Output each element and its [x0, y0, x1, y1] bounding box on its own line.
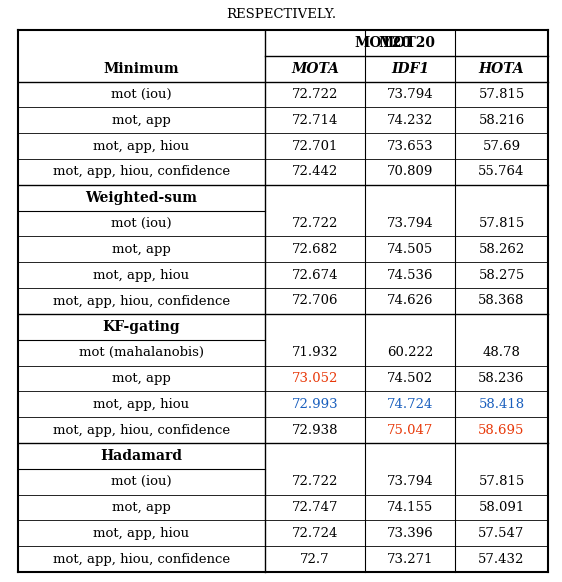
Text: 48.78: 48.78	[483, 346, 520, 359]
Text: 73.794: 73.794	[387, 217, 433, 230]
Text: 57.432: 57.432	[478, 552, 525, 566]
Text: mot, app, hiou, confidence: mot, app, hiou, confidence	[53, 294, 230, 307]
Text: 74.626: 74.626	[387, 294, 433, 307]
Text: 70.809: 70.809	[387, 165, 433, 179]
Text: 72.682: 72.682	[292, 243, 338, 256]
Text: 73.794: 73.794	[387, 88, 433, 101]
Text: mot, app: mot, app	[112, 114, 171, 127]
Text: 73.794: 73.794	[387, 475, 433, 488]
Text: 72.701: 72.701	[292, 140, 338, 152]
Text: 60.222: 60.222	[387, 346, 433, 359]
Text: 72.722: 72.722	[292, 217, 338, 230]
Text: 72.442: 72.442	[292, 165, 338, 179]
Text: 58.091: 58.091	[478, 501, 524, 514]
Text: mot, app, hiou: mot, app, hiou	[93, 269, 189, 282]
Text: 72.938: 72.938	[292, 424, 338, 436]
Text: 74.155: 74.155	[387, 501, 433, 514]
Text: mot, app: mot, app	[112, 501, 171, 514]
Text: 74.502: 74.502	[387, 372, 433, 385]
Text: KF-gating: KF-gating	[103, 320, 180, 334]
Text: 57.815: 57.815	[478, 88, 524, 101]
Text: Minimum: Minimum	[103, 62, 179, 76]
Text: 73.396: 73.396	[387, 527, 433, 540]
Text: IDF1: IDF1	[391, 62, 429, 76]
Text: mot, app, hiou: mot, app, hiou	[93, 140, 189, 152]
Text: mot, app, hiou, confidence: mot, app, hiou, confidence	[53, 552, 230, 566]
Text: 75.047: 75.047	[387, 424, 433, 436]
Text: 71.932: 71.932	[292, 346, 338, 359]
Text: 73.653: 73.653	[387, 140, 433, 152]
Text: Weighted-sum: Weighted-sum	[85, 191, 197, 205]
Text: 58.368: 58.368	[478, 294, 525, 307]
Text: mot, app: mot, app	[112, 372, 171, 385]
Text: mot, app: mot, app	[112, 243, 171, 256]
Text: 72.674: 72.674	[292, 269, 338, 282]
Text: 74.232: 74.232	[387, 114, 433, 127]
Text: mot, app, hiou, confidence: mot, app, hiou, confidence	[53, 165, 230, 179]
Text: 74.724: 74.724	[387, 398, 433, 411]
Text: mot, app, hiou: mot, app, hiou	[93, 527, 189, 540]
Text: 57.69: 57.69	[482, 140, 520, 152]
Text: 72.722: 72.722	[292, 88, 338, 101]
Text: 55.764: 55.764	[478, 165, 525, 179]
Text: mot, app, hiou, confidence: mot, app, hiou, confidence	[53, 424, 230, 436]
Text: 74.536: 74.536	[387, 269, 433, 282]
Text: MOTA: MOTA	[291, 62, 339, 76]
Text: mot (mahalanobis): mot (mahalanobis)	[79, 346, 204, 359]
Text: mot (iou): mot (iou)	[111, 217, 172, 230]
Text: MOT20: MOT20	[378, 36, 435, 50]
Text: 74.505: 74.505	[387, 243, 433, 256]
Text: mot, app, hiou: mot, app, hiou	[93, 398, 189, 411]
Text: 57.815: 57.815	[478, 217, 524, 230]
Text: 72.722: 72.722	[292, 475, 338, 488]
Text: 58.262: 58.262	[478, 243, 524, 256]
Text: mot (iou): mot (iou)	[111, 88, 172, 101]
Text: mot (iou): mot (iou)	[111, 475, 172, 488]
Text: 58.418: 58.418	[478, 398, 524, 411]
Text: Hadamard: Hadamard	[101, 449, 183, 463]
Text: 57.815: 57.815	[478, 475, 524, 488]
Text: 72.7: 72.7	[300, 552, 330, 566]
Text: 73.271: 73.271	[387, 552, 433, 566]
Text: 72.714: 72.714	[292, 114, 338, 127]
Text: 58.275: 58.275	[478, 269, 524, 282]
Text: 58.236: 58.236	[478, 372, 525, 385]
Text: 58.216: 58.216	[478, 114, 524, 127]
Text: 58.695: 58.695	[478, 424, 525, 436]
Text: 73.052: 73.052	[292, 372, 338, 385]
Text: HOTA: HOTA	[479, 62, 524, 76]
Text: 72.993: 72.993	[292, 398, 338, 411]
Text: 72.747: 72.747	[292, 501, 338, 514]
Text: 72.724: 72.724	[292, 527, 338, 540]
Text: MOT20: MOT20	[355, 36, 412, 50]
Text: RESPECTIVELY.: RESPECTIVELY.	[226, 8, 336, 20]
Text: 57.547: 57.547	[478, 527, 525, 540]
Text: 72.706: 72.706	[292, 294, 338, 307]
